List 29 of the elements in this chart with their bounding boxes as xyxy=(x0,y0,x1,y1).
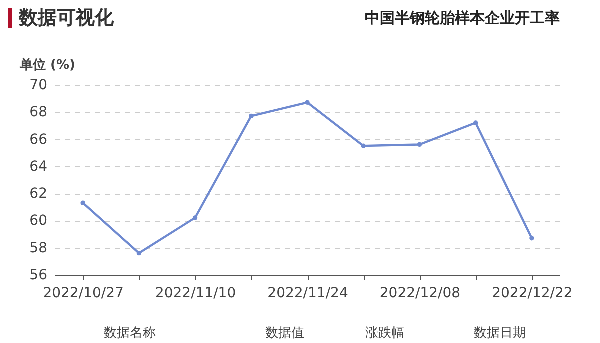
y-tick-label: 68 xyxy=(30,104,48,121)
x-tick-label: 2022/11/24 xyxy=(268,286,348,302)
y-tick-label: 58 xyxy=(30,240,48,256)
chart-title: 数据可视化 xyxy=(18,7,115,29)
y-tick-label: 66 xyxy=(30,132,48,148)
text: 数据日期 xyxy=(474,326,526,341)
x-tick-label: 2022/10/27 xyxy=(43,286,124,302)
text: 涨跌幅 xyxy=(366,326,404,341)
y-tick-label: 64 xyxy=(30,158,48,175)
y-tick-label: 60 xyxy=(30,213,48,230)
point xyxy=(80,200,86,206)
x-tick-label: 2022/12/22 xyxy=(492,286,573,302)
point xyxy=(192,216,198,220)
y-tick-label: 56 xyxy=(30,268,48,284)
text: 数据名称 xyxy=(104,326,156,341)
point xyxy=(361,144,366,148)
point xyxy=(473,120,478,126)
point xyxy=(136,250,142,256)
x-tick-label: 2022/12/08 xyxy=(380,286,461,302)
text: 数据值 xyxy=(266,326,304,341)
point xyxy=(305,100,310,105)
y-axis-title: 单位 (%) xyxy=(19,57,76,73)
point xyxy=(417,142,422,148)
y-tick-label: 62 xyxy=(30,186,48,202)
x-tick-label: 2022/11/10 xyxy=(155,286,236,302)
y-tick-label: 70 xyxy=(30,78,48,94)
point xyxy=(249,114,254,119)
point xyxy=(530,236,534,241)
chart-subtitle: 中国半钢轮胎样本企业开工率 xyxy=(365,9,560,27)
